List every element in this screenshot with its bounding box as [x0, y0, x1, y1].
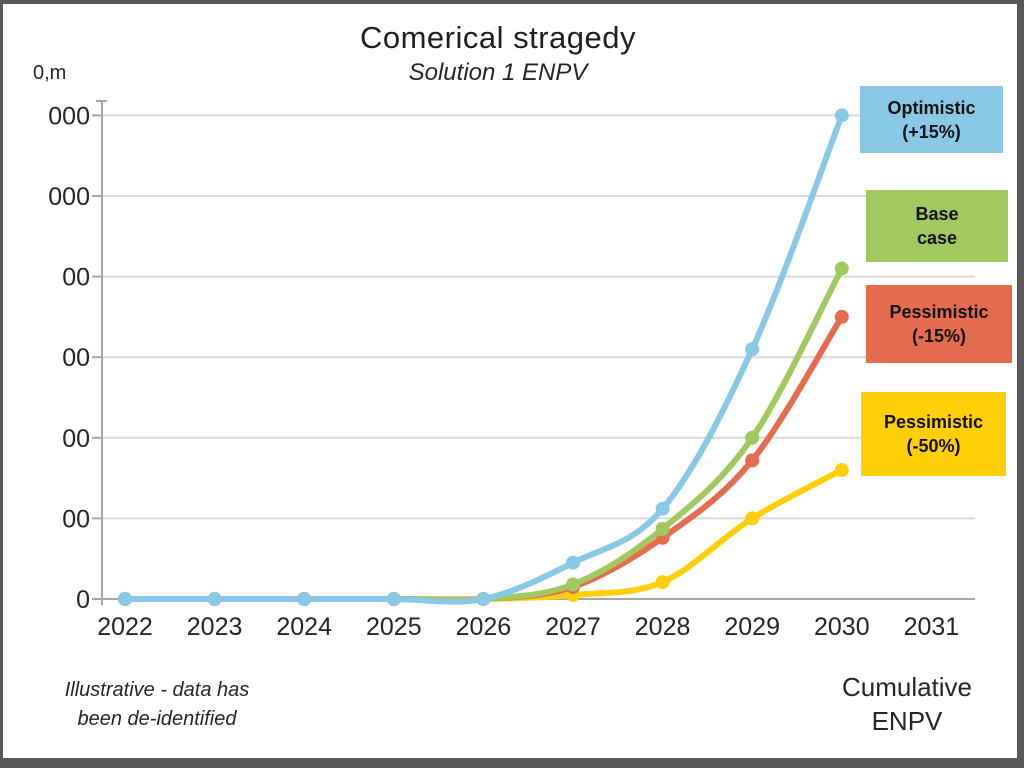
data-point-marker [655, 521, 670, 536]
axis-caption-line2: ENPV [871, 706, 943, 736]
data-point-marker [118, 592, 132, 606]
data-point-marker [834, 108, 849, 123]
y-axis-unit-label: 0,m [33, 62, 67, 84]
data-point-marker [655, 575, 670, 590]
y-axis-tick-label: 00 [62, 505, 90, 533]
chart-subtitle: Solution 1 ENPV [408, 59, 588, 86]
x-axis-tick-label: 2025 [366, 613, 422, 641]
x-axis-tick-label: 2028 [635, 613, 691, 641]
axis-caption-line1: Cumulative [841, 672, 973, 702]
data-point-marker [834, 261, 849, 276]
data-point-marker [566, 577, 580, 592]
y-axis-tick-label: 0 [76, 586, 90, 614]
y-axis-tick-label: 00 [62, 344, 90, 372]
y-axis-tick-label: 00 [62, 264, 90, 292]
x-axis-tick-label: 2029 [724, 613, 780, 641]
data-point-marker [745, 430, 760, 445]
y-axis-tick-label: 000 [48, 102, 90, 130]
x-axis-tick-label: 2031 [904, 613, 960, 641]
x-axis-tick-label: 2027 [545, 613, 601, 641]
deidentified-note: Illustrative - data has been de-identifi… [31, 676, 283, 734]
y-axis-tick-label: 00 [62, 425, 90, 453]
data-point-marker [834, 309, 849, 324]
chart-title: Comerical stragedy [359, 20, 637, 55]
x-axis-tick-label: 2030 [814, 613, 870, 641]
x-axis-tick-label: 2023 [187, 613, 243, 641]
data-point-marker [655, 501, 670, 516]
data-point-marker [834, 463, 849, 478]
data-point-marker [207, 592, 222, 606]
data-point-marker [386, 592, 401, 606]
data-point-marker [745, 453, 760, 468]
data-point-marker [297, 592, 312, 606]
axis-caption: Cumulative ENPV [807, 670, 1007, 738]
x-axis-tick-label: 2022 [97, 613, 153, 641]
deidentified-note-line2: been de-identified [77, 708, 237, 730]
y-axis-tick-label: 000 [48, 183, 90, 211]
data-point-marker [745, 511, 760, 526]
deidentified-note-line1: Illustrative - data has [64, 679, 250, 701]
series-line-base-case [122, 265, 845, 604]
data-point-marker [745, 342, 760, 357]
data-point-marker [476, 592, 491, 606]
data-point-marker [566, 555, 580, 570]
x-axis-tick-label: 2024 [276, 613, 332, 641]
series-line-pessimistic-50- [122, 467, 845, 603]
title-block: Comerical stragedy Solution 1 ENPV [3, 20, 993, 87]
x-axis-tick-label: 2026 [456, 613, 512, 641]
chart-page: 000 000 00 00 00 00 0 2022 2023 2024 2025 2026 2027 2… [3, 4, 1017, 758]
